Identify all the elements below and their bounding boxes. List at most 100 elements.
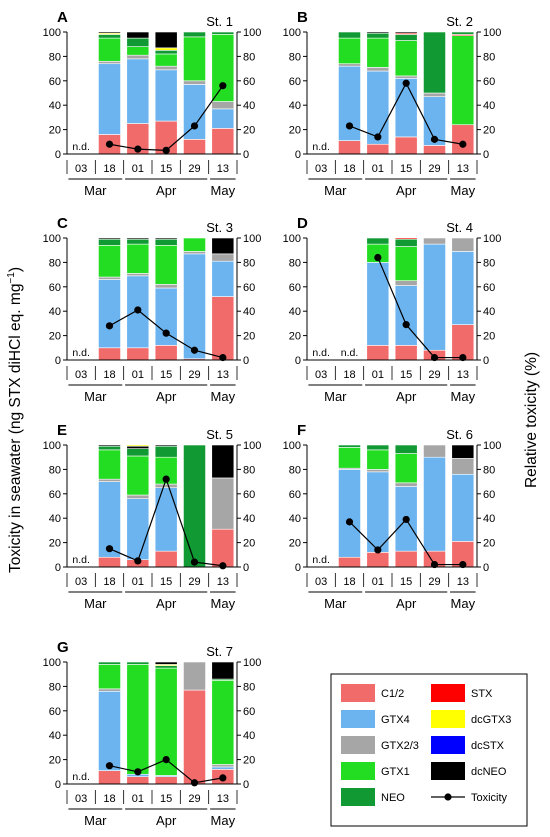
bar-segment-neo (183, 444, 206, 568)
bar-segment-c1-2 (423, 145, 446, 155)
x-tick-label: 01 (372, 576, 384, 588)
y-left-tick-label: 100 (43, 440, 61, 452)
toxicity-point (162, 756, 170, 764)
y-left-tick-label: 20 (49, 755, 61, 767)
station-label: St. 5 (206, 427, 233, 442)
x-tick-label: 13 (217, 576, 229, 588)
x-tick-label: 15 (160, 576, 172, 588)
bar-segment-dcgtx3 (154, 47, 178, 51)
bar-segment-gtx2-3 (154, 284, 178, 289)
bar-segment-gtx1 (394, 40, 418, 77)
bar-segment-dcneo (154, 31, 178, 49)
bar-segment-gtx2-3 (98, 688, 121, 692)
bar-segment-dcneo (211, 237, 235, 255)
bar-segment-c1-2 (211, 528, 235, 568)
toxicity-point (430, 560, 439, 569)
toxicity-point (105, 140, 114, 148)
y-left-axis-title-main: Toxicity in seawater (ng STX diHCl eq. m… (7, 284, 24, 573)
y-left-tick-label: 60 (49, 76, 61, 88)
bar-segment-gtx2-3 (183, 251, 206, 255)
toxicity-point (162, 146, 170, 154)
y-left-tick-label: 60 (49, 282, 61, 294)
x-tick-label: 15 (400, 163, 412, 175)
y-right-tick-label: 80 (483, 464, 495, 476)
y-right-tick-label: 80 (483, 257, 495, 269)
bar-segment-gtx1 (211, 679, 235, 765)
bar-segment-c1-2 (183, 139, 206, 155)
x-tick-label: 15 (160, 369, 172, 381)
toxicity-point (105, 322, 114, 330)
bar-segment-c1-2 (451, 124, 475, 155)
toxicity-point (430, 135, 439, 143)
y-right-tick-label: 20 (243, 755, 255, 767)
legend-swatch (431, 736, 465, 754)
y-left-tick-label: 40 (289, 306, 301, 318)
y-left-axis-title-end: ) (7, 267, 24, 272)
x-tick-label: 01 (132, 793, 144, 805)
x-tick-label: 29 (188, 163, 200, 175)
panels-group: 0 0 20 20 40 40 60 60 80 80 100 100 03 18 01 15 29 13 Mar A… (43, 9, 502, 828)
y-right-tick-label: 60 (243, 282, 255, 294)
y-left-tick-label: 20 (49, 331, 61, 343)
y-left-tick-label: 40 (49, 730, 61, 742)
bar-segment-gtx4 (451, 251, 475, 325)
bar-segment-gtx2-3 (423, 92, 446, 97)
bar-segment-dcneo (154, 661, 178, 665)
bar-segment-gtx4 (394, 78, 418, 138)
x-tick-label: 13 (457, 576, 469, 588)
bar-segment-neo (154, 665, 178, 669)
x-tick-label: 15 (160, 163, 172, 175)
y-left-tick-label: 80 (49, 681, 61, 693)
bar-segment-gtx1 (451, 35, 475, 126)
nd-label: n.d. (72, 554, 90, 566)
station-label: St. 4 (446, 220, 473, 235)
month-label: Mar (84, 183, 107, 198)
x-tick-label: 03 (75, 163, 87, 175)
y-right-tick-label: 100 (483, 27, 501, 39)
bar-segment-gtx2-3 (211, 477, 235, 530)
y-left-tick-label: 20 (49, 125, 61, 137)
x-tick-label: 03 (315, 576, 327, 588)
y-right-tick-label: 0 (483, 149, 489, 161)
bar-segment-neo (366, 32, 390, 39)
toxicity-point (219, 353, 227, 362)
y-right-axis-title: Relative toxicity (%) (523, 352, 540, 488)
panel-B: 0 0 20 20 40 40 60 60 80 80 100 100 03 18 01 15 29 13 Mar A… (283, 9, 502, 198)
bar-segment-c1-2 (366, 143, 390, 155)
bar-segment-dcneo (126, 445, 150, 449)
bar-segment-dcneo (126, 237, 150, 240)
toxicity-point (345, 122, 354, 130)
legend: C1/2 STX GTX4 dcGTX3 GTX2/3 dcSTX GTX1 dcNEO NEO… (330, 673, 528, 827)
bar-segment-gtx2-3 (211, 101, 235, 110)
bar-segment-c1-2 (98, 347, 121, 361)
bar-segment-neo (126, 661, 150, 665)
bar-segment-c1-2 (338, 556, 361, 568)
x-tick-label: 29 (428, 369, 440, 381)
y-left-tick-label: 60 (289, 76, 301, 88)
y-left-tick-label: 100 (283, 233, 301, 245)
legend-swatch (431, 684, 465, 702)
bar-segment-dcneo (394, 31, 418, 34)
y-right-tick-label: 0 (483, 355, 489, 367)
bar-segment-gtx1 (366, 449, 390, 470)
x-tick-label: 03 (315, 369, 327, 381)
bar-segment-neo (126, 37, 150, 47)
bar-segment-gtx2-3 (394, 75, 418, 79)
x-tick-label: 18 (343, 369, 355, 381)
month-label: May (451, 389, 476, 404)
bar-segment-dcneo (366, 31, 390, 34)
bar-segment-gtx4 (126, 498, 150, 560)
y-left-tick-label: 0 (295, 355, 301, 367)
station-label: St. 3 (206, 220, 233, 235)
y-left-tick-label: 40 (49, 306, 61, 318)
x-tick-label: 01 (372, 369, 384, 381)
bar-segment-gtx1 (183, 36, 206, 82)
bar-segment-gtx2-3 (126, 273, 150, 277)
toxicity-point (430, 353, 439, 362)
month-label: Mar (324, 389, 347, 404)
y-left-tick-label: 40 (289, 100, 301, 112)
y-right-tick-label: 0 (243, 149, 249, 161)
bar-segment-dcneo (98, 31, 121, 34)
toxicity-point (134, 768, 142, 776)
y-right-tick-label: 60 (243, 489, 255, 501)
